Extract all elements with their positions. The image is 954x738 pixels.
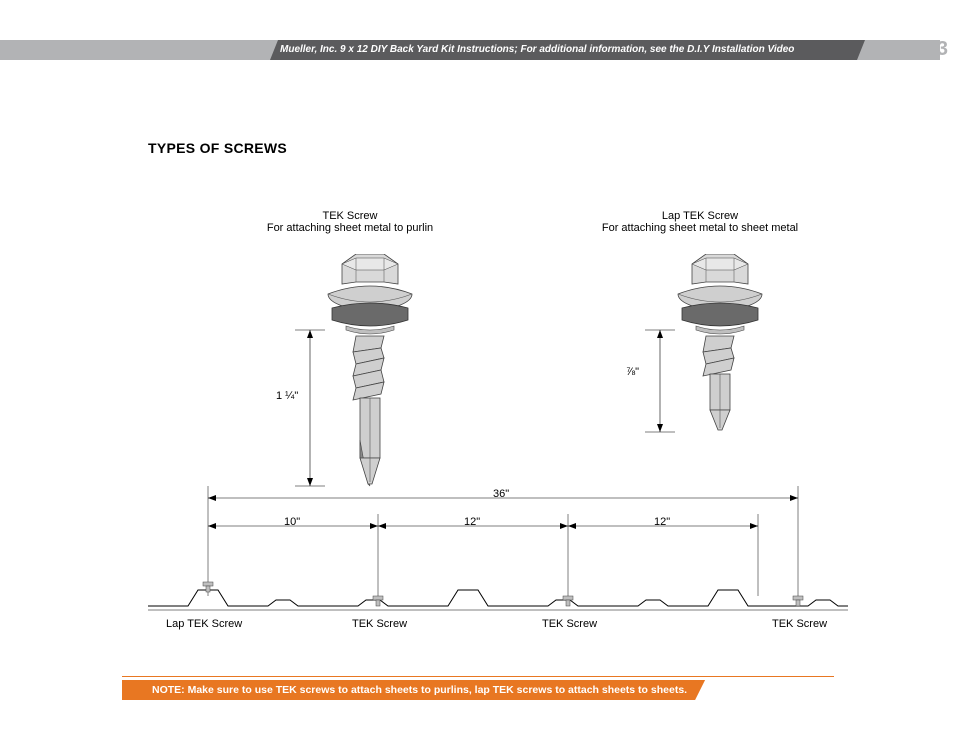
tek-screw-subtitle: For attaching sheet metal to purlin: [230, 222, 470, 234]
page-number: 3: [937, 38, 948, 61]
tek-screw-length: 1 ¼": [276, 390, 298, 402]
profile-label-1: TEK Screw: [352, 618, 407, 630]
page-header: Mueller, Inc. 9 x 12 DIY Back Yard Kit I…: [0, 40, 954, 60]
profile-total-label: 36": [493, 488, 509, 500]
note-bar: NOTE: Make sure to use TEK screws to att…: [122, 680, 705, 700]
lap-tek-screw-subtitle: For attaching sheet metal to sheet metal: [580, 222, 820, 234]
tek-screw-block: TEK Screw For attaching sheet metal to p…: [230, 210, 470, 494]
lap-tek-screw-diagram: [615, 254, 785, 454]
lap-tek-screw-block: Lap TEK Screw For attaching sheet metal …: [580, 210, 820, 454]
tek-screw-diagram: [265, 254, 435, 494]
profile-label-2: TEK Screw: [542, 618, 597, 630]
profile-span-0: 10": [284, 516, 300, 528]
section-title: TYPES OF SCREWS: [148, 140, 287, 156]
panel-profile-diagram: 36" 10" 12" 12" Lap TEK Screw TEK Screw …: [148, 478, 848, 658]
profile-label-3: TEK Screw: [772, 618, 827, 630]
profile-label-0: Lap TEK Screw: [166, 618, 242, 630]
header-title: Mueller, Inc. 9 x 12 DIY Back Yard Kit I…: [270, 40, 865, 60]
note-rule: [122, 676, 834, 677]
profile-span-1: 12": [464, 516, 480, 528]
lap-tek-screw-length: ⅞": [626, 366, 639, 378]
tek-screw-title: TEK Screw: [230, 210, 470, 222]
profile-span-2: 12": [654, 516, 670, 528]
lap-tek-screw-title: Lap TEK Screw: [580, 210, 820, 222]
